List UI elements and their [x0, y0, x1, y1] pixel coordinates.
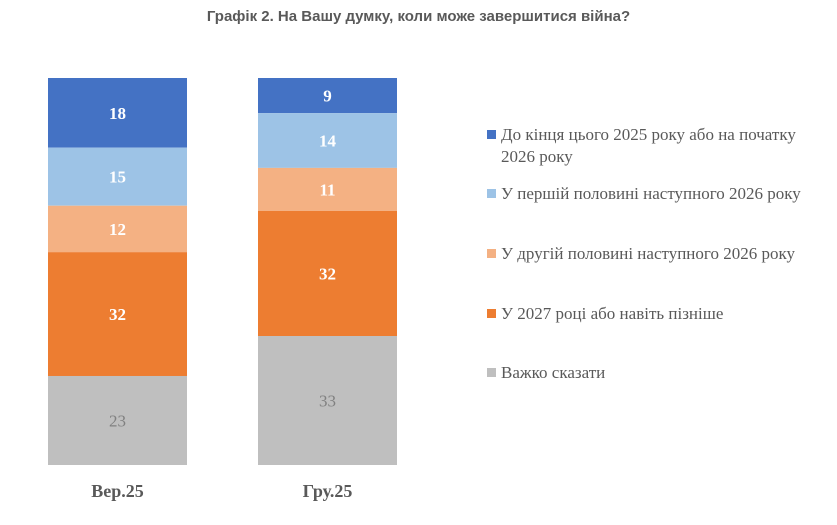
- legend-swatch: [487, 309, 496, 318]
- data-label: 23: [109, 411, 126, 430]
- legend-item: У першій половині наступного 2026 року: [487, 183, 821, 205]
- legend-item: До кінця цього 2025 року або на початку …: [487, 124, 821, 168]
- legend-swatch: [487, 368, 496, 377]
- legend-swatch: [487, 249, 496, 258]
- data-label: 12: [109, 220, 126, 239]
- legend-label: Важко сказати: [501, 363, 606, 382]
- legend-swatch: [487, 189, 496, 198]
- legend-label: У 2027 році або навіть пізніше: [501, 304, 724, 323]
- data-label: 18: [109, 104, 126, 123]
- data-label: 11: [319, 180, 335, 199]
- bar-segment: [48, 205, 187, 253]
- bar-segment: [48, 147, 187, 206]
- legend-label: У другій половині наступного 2026 року: [501, 244, 795, 263]
- legend-item: Важко сказати: [487, 362, 821, 384]
- data-label: 9: [323, 87, 332, 106]
- data-label: 14: [319, 132, 337, 151]
- bar-segment: [258, 78, 397, 114]
- data-label: 33: [319, 392, 336, 411]
- bar-segment: [258, 167, 397, 211]
- legend-label: У першій половині наступного 2026 року: [501, 184, 801, 203]
- legend-swatch: [487, 130, 496, 139]
- legend-label: До кінця цього 2025 року або на початку …: [501, 125, 796, 166]
- bar-segment: [258, 113, 397, 168]
- bar-segment: [48, 375, 187, 465]
- legend-item: У другій половині наступного 2026 року: [487, 243, 821, 265]
- category-label: Гру.25: [303, 481, 353, 501]
- data-label: 32: [109, 305, 126, 324]
- bar-segment: [258, 336, 397, 465]
- chart-title: Графік 2. На Вашу думку, коли може завер…: [206, 8, 631, 25]
- category-label: Вер.25: [91, 481, 144, 501]
- bar-segment: [258, 210, 397, 336]
- bar-segment: [48, 252, 187, 376]
- legend-item: У 2027 році або навіть пізніше: [487, 303, 821, 325]
- bar-segment: [48, 78, 187, 148]
- data-label: 32: [319, 264, 336, 283]
- data-label: 15: [109, 168, 126, 187]
